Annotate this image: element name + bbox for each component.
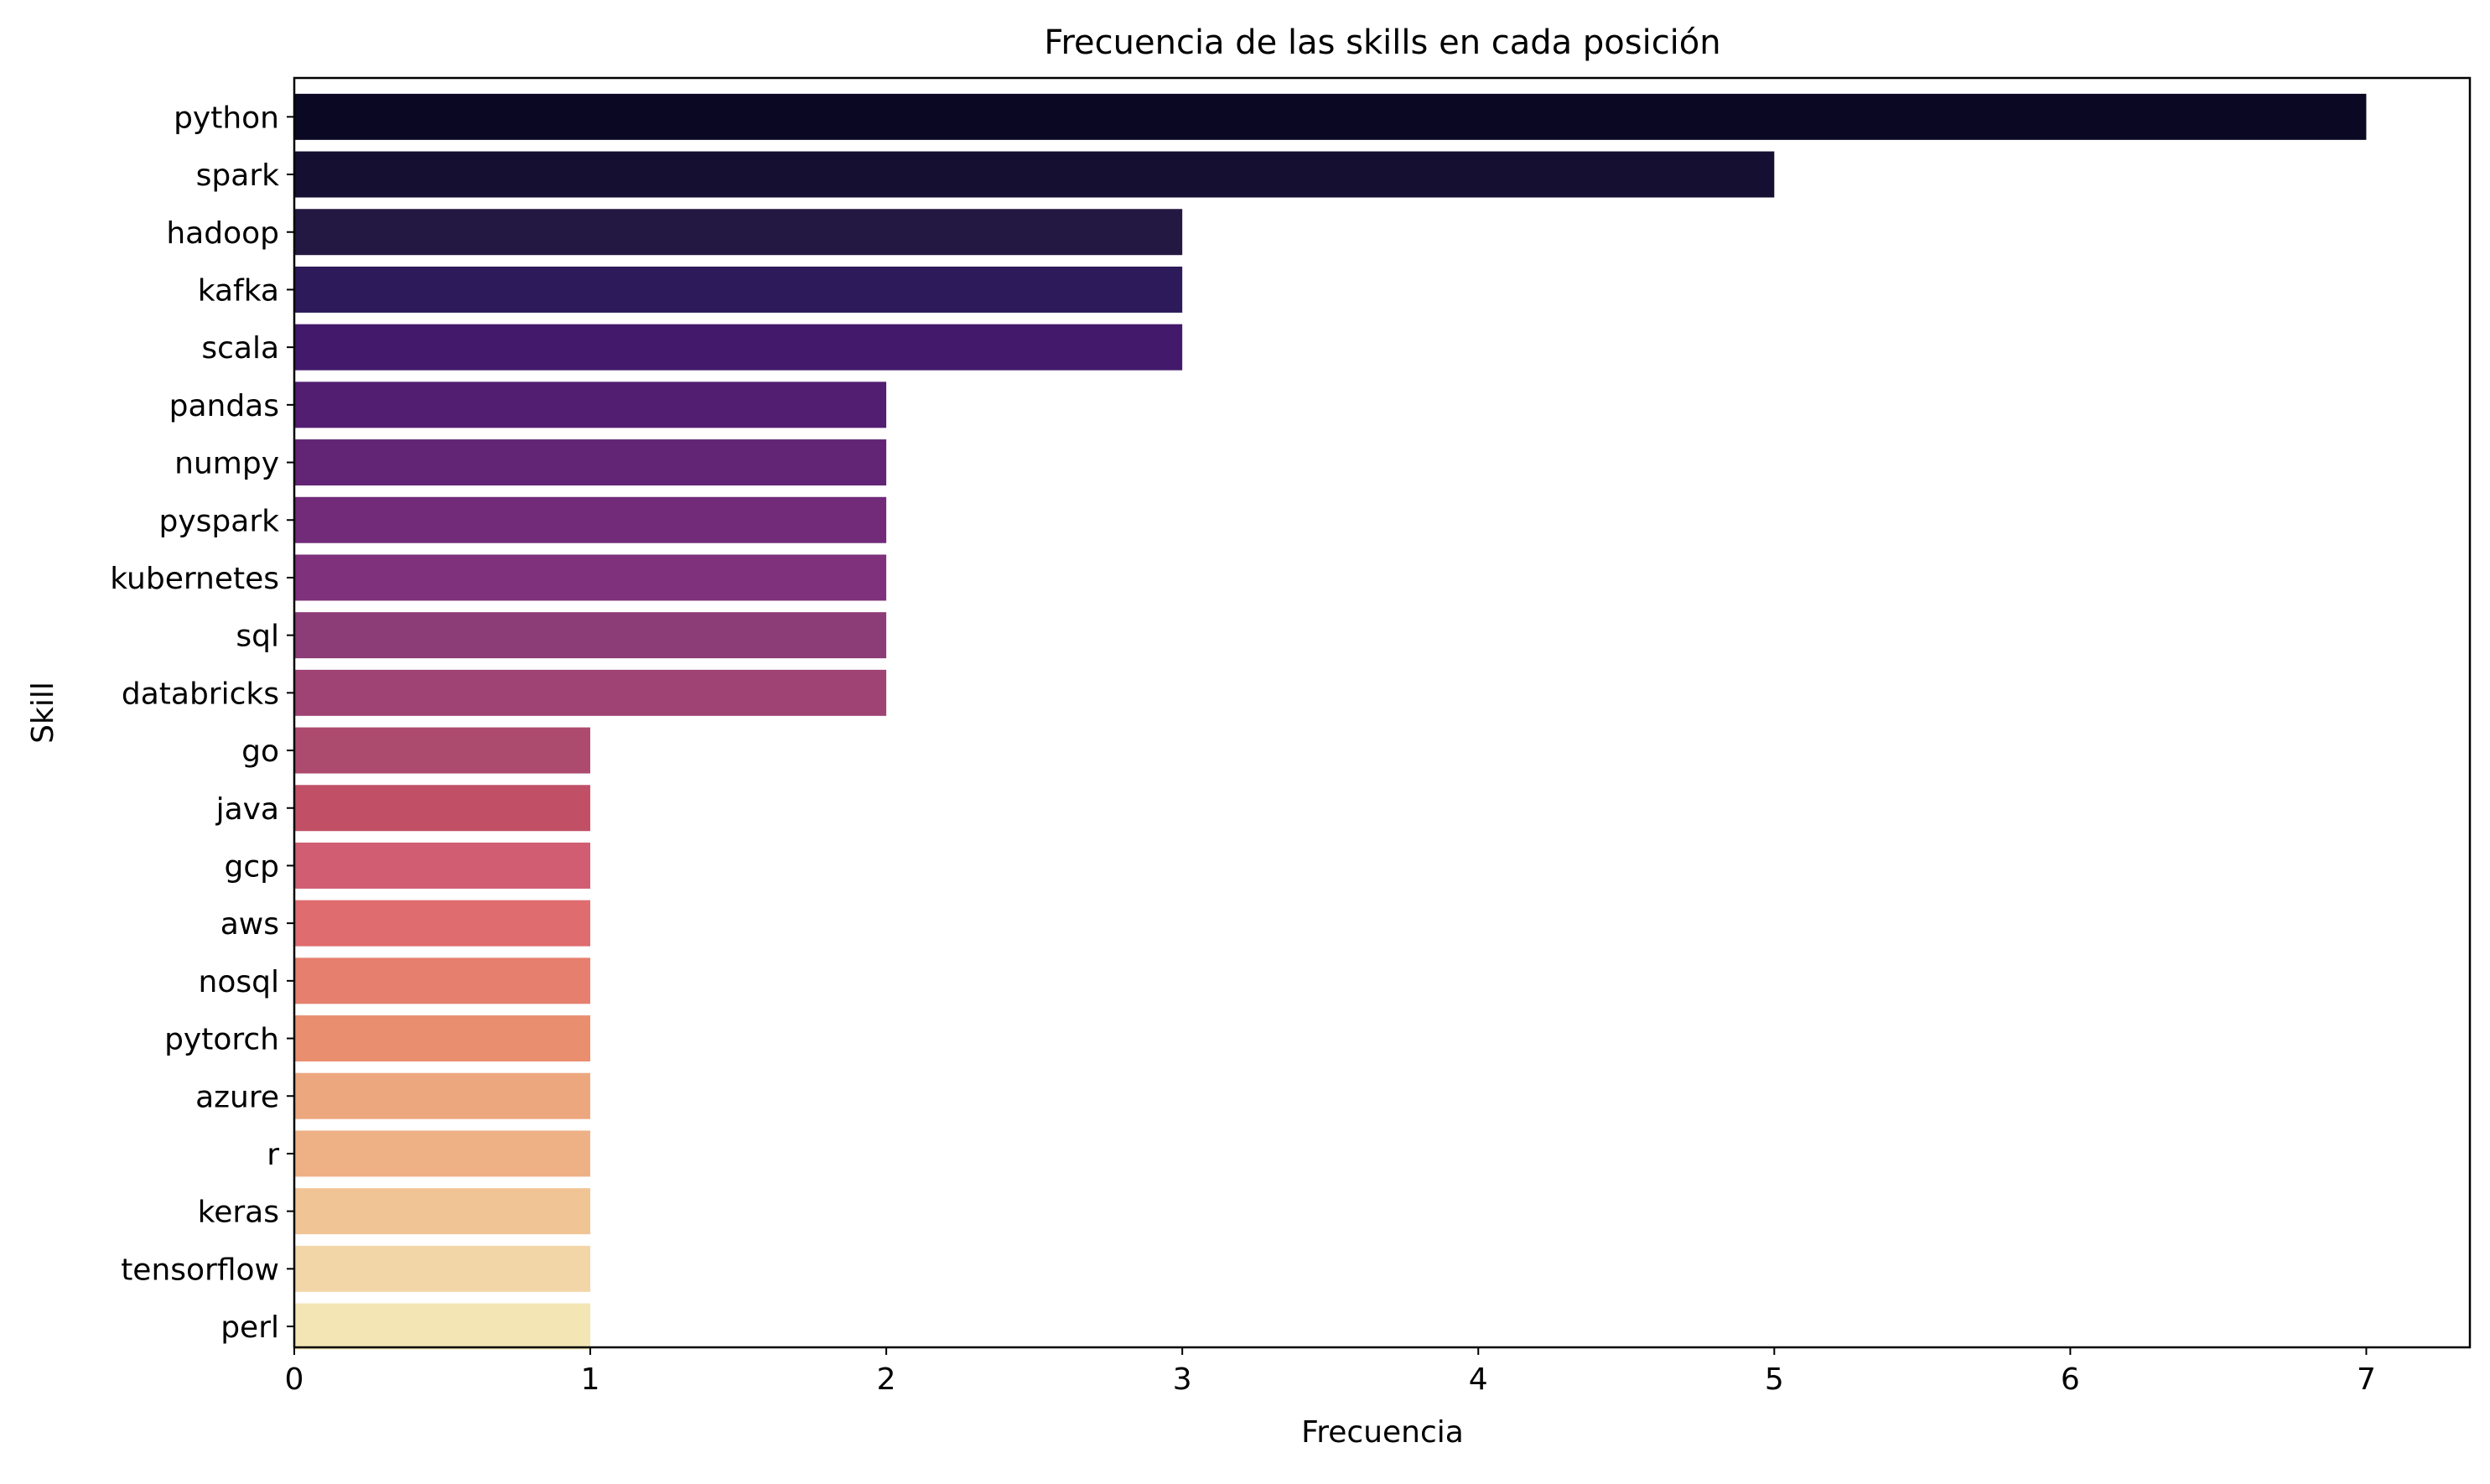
y-tick-label: scala (201, 331, 279, 366)
bar-gcp (294, 842, 591, 889)
bar-numpy (294, 439, 887, 486)
bar-databricks (294, 669, 887, 716)
bar-keras (294, 1188, 591, 1235)
x-tick-label: 2 (877, 1362, 896, 1397)
bars-layer (294, 93, 2367, 1350)
bar-python (294, 93, 2367, 140)
y-tick-label: spark (196, 158, 279, 193)
x-tick-label: 7 (2357, 1362, 2376, 1397)
bar-nosql (294, 957, 591, 1004)
bar-pandas (294, 381, 887, 428)
bar-hadoop (294, 209, 1183, 256)
plot-frame (293, 76, 2472, 1349)
x-axis-label: Frecuencia (1301, 1415, 1464, 1450)
y-tick-label: hadoop (166, 216, 279, 251)
bar-java (294, 785, 591, 832)
bar-go (294, 727, 591, 774)
x-axis-ticks: 0 1 2 3 4 5 6 7 (285, 1347, 2376, 1397)
y-tick-label: keras (198, 1196, 279, 1230)
bar-r (294, 1130, 591, 1177)
y-axis-label: Skill (26, 682, 60, 744)
chart-title: Frecuencia de las skills en cada posició… (1044, 23, 1720, 62)
y-axis-ticks: python spark hadoop kafka scala pandas numpy py… (110, 101, 294, 1345)
y-tick-label: python (174, 101, 279, 135)
bar-perl (294, 1303, 591, 1350)
bar-kafka (294, 266, 1183, 313)
x-tick-label: 5 (1765, 1362, 1784, 1397)
bar-tensorflow (294, 1245, 591, 1292)
y-tick-label: perl (220, 1310, 279, 1345)
bar-spark (294, 151, 1775, 198)
y-tick-label: pytorch (164, 1023, 279, 1057)
y-tick-label: kafka (198, 273, 279, 308)
x-tick-label: 1 (581, 1362, 600, 1397)
x-tick-label: 0 (285, 1362, 304, 1397)
bar-kubernetes (294, 554, 887, 601)
y-tick-label: go (241, 734, 279, 769)
y-tick-label: azure (195, 1080, 279, 1114)
y-tick-label: nosql (199, 965, 279, 999)
bar-scala (294, 324, 1183, 371)
y-tick-label: kubernetes (110, 562, 279, 596)
bar-pytorch (294, 1015, 591, 1062)
bar-azure (294, 1072, 591, 1119)
y-tick-label: sql (236, 620, 279, 654)
bar-sql (294, 612, 887, 659)
x-tick-label: 3 (1173, 1362, 1192, 1397)
bar-aws (294, 900, 591, 947)
y-tick-label: java (215, 792, 279, 827)
y-tick-label: pyspark (159, 504, 280, 538)
bar-pyspark (294, 496, 887, 543)
y-tick-label: tensorflow (121, 1253, 279, 1287)
y-tick-label: gcp (225, 849, 280, 884)
x-tick-label: 4 (1469, 1362, 1488, 1397)
x-tick-label: 6 (2061, 1362, 2080, 1397)
y-tick-label: pandas (169, 389, 279, 423)
y-tick-label: databricks (122, 677, 279, 711)
y-tick-label: aws (220, 907, 279, 942)
y-tick-label: r (267, 1138, 279, 1172)
y-tick-label: numpy (174, 447, 279, 481)
